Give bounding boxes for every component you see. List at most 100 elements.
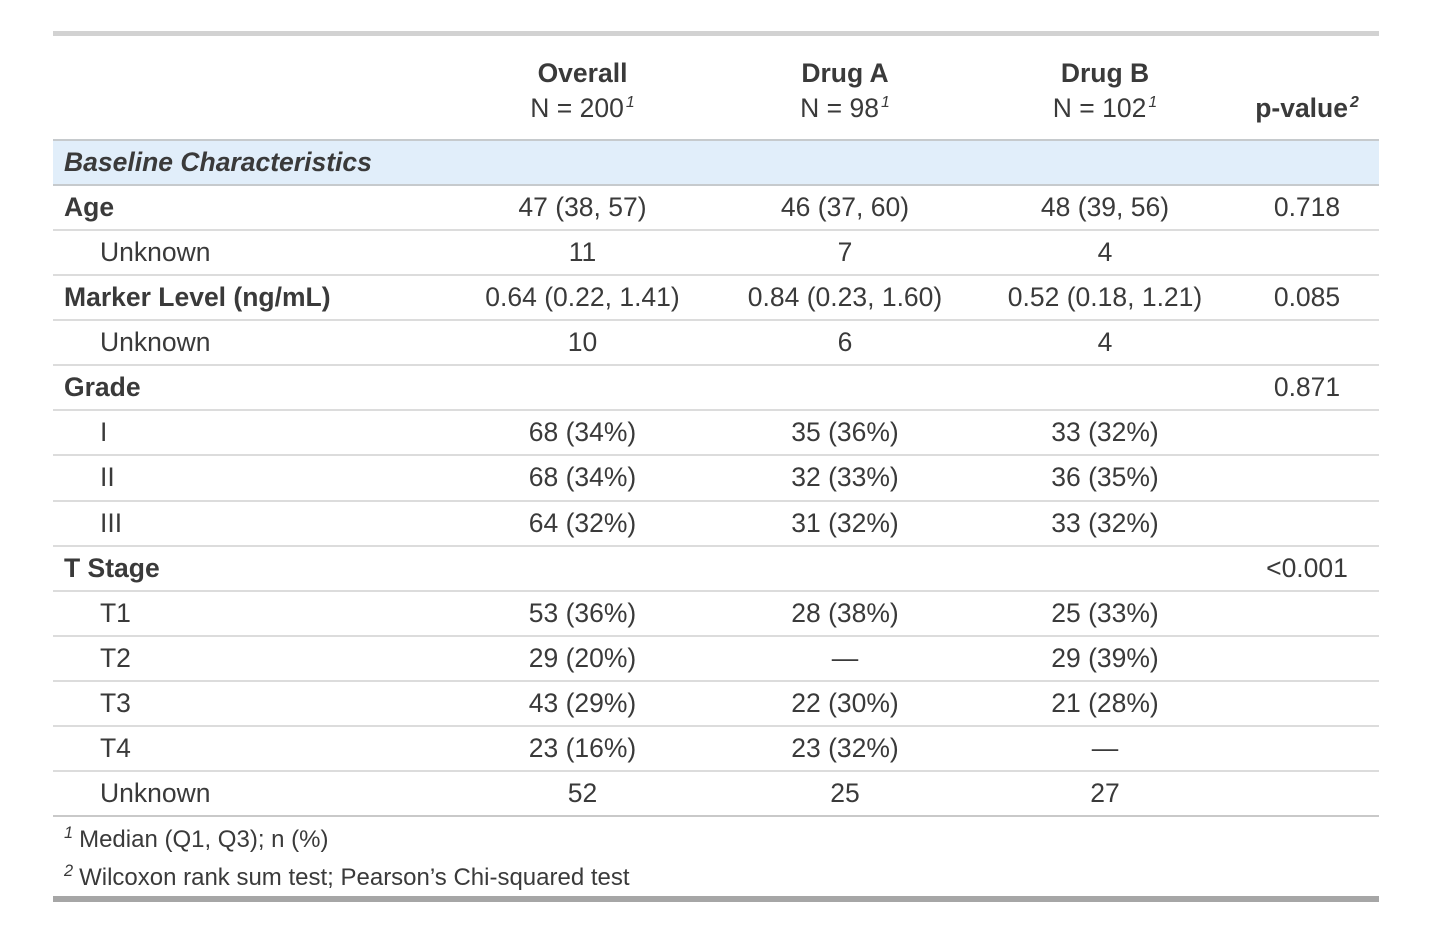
column-header-drug-a: Drug A N = 98 1: [715, 33, 975, 141]
cell-drug-b: —: [975, 725, 1235, 773]
table-row: T3 43 (29%) 22 (30%) 21 (28%): [53, 680, 1379, 727]
footnote-ref-marker: 1: [1148, 94, 1158, 112]
row-label: T3: [53, 680, 450, 727]
table-row: Unknown 10 6 4: [53, 320, 1379, 367]
cell-drug-a: [715, 545, 975, 592]
cell-overall: 68 (34%): [450, 410, 715, 457]
table-row: T4 23 (16%) 23 (32%) —: [53, 725, 1379, 773]
baseline-characteristics-table: Overall N = 200 1 Drug A N = 98 1 Drug B N…: [53, 31, 1379, 902]
cell-overall: 43 (29%): [450, 680, 715, 727]
cell-p-value: [1235, 230, 1379, 277]
table-row: Grade 0.871: [53, 365, 1379, 412]
cell-drug-b: 0.52 (0.18, 1.21): [975, 275, 1235, 322]
row-label: T Stage: [53, 545, 450, 592]
row-label: Unknown: [53, 230, 450, 277]
footnote-ref-marker: 1: [880, 94, 890, 112]
cell-p-value: 0.085: [1235, 275, 1379, 322]
table-row: II 68 (34%) 32 (33%) 36 (35%): [53, 455, 1379, 502]
cell-drug-b: 4: [975, 230, 1235, 277]
cell-drug-a: 23 (32%): [715, 725, 975, 773]
footnote-row: 1 Median (Q1, Q3); n (%): [53, 816, 1379, 858]
cell-overall: 64 (32%): [450, 500, 715, 547]
cell-overall: [450, 365, 715, 412]
row-label: Age: [53, 185, 450, 232]
cell-p-value: [1235, 455, 1379, 502]
column-title: p-value 2: [1255, 92, 1359, 123]
cell-drug-b: 25 (33%): [975, 590, 1235, 637]
cell-drug-b: 21 (28%): [975, 680, 1235, 727]
cell-drug-a: 35 (36%): [715, 410, 975, 457]
cell-p-value: 0.871: [1235, 365, 1379, 412]
cell-p-value: [1235, 500, 1379, 547]
table-row: T1 53 (36%) 28 (38%) 25 (33%): [53, 590, 1379, 637]
footnote-ref-marker: 2: [64, 861, 74, 880]
column-title: Drug A: [801, 58, 889, 88]
column-title: Overall: [537, 58, 628, 88]
cell-overall: 0.64 (0.22, 1.41): [450, 275, 715, 322]
column-subtitle: N = 102 1: [1052, 92, 1158, 123]
cell-overall: 23 (16%): [450, 725, 715, 773]
cell-drug-b: [975, 545, 1235, 592]
row-label: T4: [53, 725, 450, 773]
cell-drug-b: 36 (35%): [975, 455, 1235, 502]
cell-drug-a: 31 (32%): [715, 500, 975, 547]
cell-p-value: [1235, 410, 1379, 457]
column-header-p-value: p-value 2: [1235, 33, 1379, 141]
group-header-label: Baseline Characteristics: [53, 139, 1379, 187]
cell-p-value: 0.718: [1235, 185, 1379, 232]
cell-drug-a: 7: [715, 230, 975, 277]
group-header-row: Baseline Characteristics: [53, 139, 1379, 187]
cell-drug-a: 46 (37, 60): [715, 185, 975, 232]
footnote-ref-marker: 1: [625, 94, 635, 112]
cell-drug-a: 32 (33%): [715, 455, 975, 502]
cell-overall: [450, 545, 715, 592]
cell-drug-a: 0.84 (0.23, 1.60): [715, 275, 975, 322]
column-title: Drug B: [1060, 58, 1150, 88]
header-row: Overall N = 200 1 Drug A N = 98 1 Drug B N…: [53, 33, 1379, 141]
row-label: Marker Level (ng/mL): [53, 275, 450, 322]
column-header-drug-b: Drug B N = 102 1: [975, 33, 1235, 141]
cell-drug-a: [715, 365, 975, 412]
table-row: III 64 (32%) 31 (32%) 33 (32%): [53, 500, 1379, 547]
cell-p-value: [1235, 635, 1379, 682]
row-label: Unknown: [53, 771, 450, 818]
footnote-ref-marker: 2: [1349, 94, 1359, 112]
row-label: T2: [53, 635, 450, 682]
cell-drug-b: [975, 365, 1235, 412]
footnote-text: Wilcoxon rank sum test; Pearson’s Chi-sq…: [79, 863, 630, 891]
footnote-text: Median (Q1, Q3); n (%): [79, 826, 329, 854]
cell-p-value: [1235, 680, 1379, 727]
table-row: Unknown 11 7 4: [53, 230, 1379, 277]
cell-p-value: [1235, 320, 1379, 367]
cell-drug-b: 33 (32%): [975, 410, 1235, 457]
cell-drug-b: 29 (39%): [975, 635, 1235, 682]
cell-drug-a: 6: [715, 320, 975, 367]
cell-p-value: <0.001: [1235, 545, 1379, 592]
table-row: I 68 (34%) 35 (36%) 33 (32%): [53, 410, 1379, 457]
column-header-overall: Overall N = 200 1: [450, 33, 715, 141]
table-row: Marker Level (ng/mL) 0.64 (0.22, 1.41) 0…: [53, 275, 1379, 322]
cell-drug-b: 33 (32%): [975, 500, 1235, 547]
cell-overall: 53 (36%): [450, 590, 715, 637]
cell-p-value: [1235, 771, 1379, 818]
cell-overall: 68 (34%): [450, 455, 715, 502]
table-row: T2 29 (20%) — 29 (39%): [53, 635, 1379, 682]
table-row: Age 47 (38, 57) 46 (37, 60) 48 (39, 56) …: [53, 185, 1379, 232]
cell-drug-a: 22 (30%): [715, 680, 975, 727]
cell-drug-a: 28 (38%): [715, 590, 975, 637]
cell-drug-b: 48 (39, 56): [975, 185, 1235, 232]
cell-overall: 52: [450, 771, 715, 818]
row-label: II: [53, 455, 450, 502]
cell-drug-a: —: [715, 635, 975, 682]
column-subtitle: N = 98 1: [800, 92, 890, 123]
cell-p-value: [1235, 590, 1379, 637]
cell-overall: 29 (20%): [450, 635, 715, 682]
cell-overall: 10: [450, 320, 715, 367]
row-label: Grade: [53, 365, 450, 412]
row-label: T1: [53, 590, 450, 637]
table-row: Unknown 52 25 27: [53, 771, 1379, 818]
header-label-spacer: [53, 33, 450, 141]
footnote-ref-marker: 1: [64, 824, 74, 843]
row-label: Unknown: [53, 320, 450, 367]
